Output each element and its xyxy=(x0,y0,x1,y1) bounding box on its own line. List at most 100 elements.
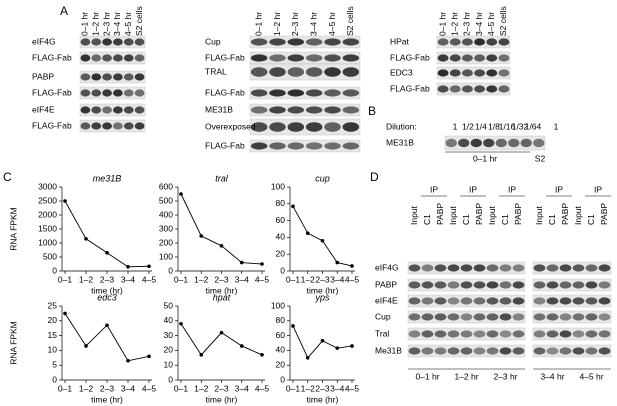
data-line xyxy=(180,193,263,265)
band xyxy=(408,264,421,272)
lane-label: Input xyxy=(573,205,583,225)
time-label: 1–2 hr xyxy=(454,371,478,381)
band xyxy=(408,313,421,321)
band xyxy=(512,347,525,355)
lane-label: 3–4 hr xyxy=(474,12,484,36)
band xyxy=(250,142,268,150)
band xyxy=(408,297,421,305)
row-label: eIF4E xyxy=(32,104,55,114)
band xyxy=(449,54,461,62)
band xyxy=(437,54,449,62)
band xyxy=(449,85,461,93)
data-point xyxy=(219,244,224,248)
data-line xyxy=(64,200,150,268)
band xyxy=(134,38,145,46)
lane-label: Input xyxy=(448,205,458,225)
band xyxy=(324,38,341,46)
band xyxy=(134,122,145,130)
chart-title: cup xyxy=(315,173,330,183)
lane-label: 1–2 hr xyxy=(272,12,282,36)
band xyxy=(408,347,421,355)
band xyxy=(305,122,323,132)
y-tick-label: 5 xyxy=(52,359,57,369)
x-tick-label: 2–3 xyxy=(100,274,114,284)
x-axis-label: time (hr) xyxy=(206,394,238,404)
x-tick-label: 4–5 xyxy=(345,383,359,393)
row-label: FLAG-Fab xyxy=(205,52,245,62)
y-tick-label: 10 xyxy=(164,359,174,369)
data-point xyxy=(320,238,325,243)
band xyxy=(460,264,473,272)
band xyxy=(585,297,598,305)
x-axis-label: time (hr) xyxy=(91,394,123,404)
band xyxy=(421,297,434,305)
y-tick-label: 40 xyxy=(164,315,174,325)
data-point xyxy=(179,321,183,326)
band xyxy=(473,330,486,338)
data-point xyxy=(105,323,109,328)
chart-title: me31B xyxy=(93,173,122,183)
x-tick-label: 2–3 xyxy=(315,274,329,284)
band xyxy=(123,54,134,62)
band xyxy=(449,38,461,46)
data-point xyxy=(320,338,325,343)
band xyxy=(533,264,546,272)
dilution-label: Dilution: xyxy=(386,121,417,131)
band xyxy=(512,281,525,289)
band xyxy=(102,73,112,81)
row-label: Overexposed xyxy=(205,121,256,131)
band xyxy=(434,297,447,305)
data-point xyxy=(305,231,310,235)
group-label: S2 xyxy=(535,153,546,163)
band xyxy=(434,347,447,355)
band xyxy=(123,73,134,81)
y-axis-label: RNA FPKM xyxy=(8,321,18,364)
row-label: Cup xyxy=(205,36,221,46)
y-tick-label: 20 xyxy=(276,359,286,369)
dilution: 1/4 xyxy=(475,121,487,131)
band xyxy=(102,89,112,97)
band xyxy=(123,89,134,97)
lane-label: Input xyxy=(487,205,497,225)
band xyxy=(269,54,286,62)
band xyxy=(437,38,449,46)
band xyxy=(546,281,559,289)
band xyxy=(598,347,611,355)
band xyxy=(449,69,461,77)
band xyxy=(305,89,323,97)
band xyxy=(458,138,470,148)
band xyxy=(585,313,598,321)
band xyxy=(342,89,360,97)
band xyxy=(572,313,585,321)
band xyxy=(473,347,486,355)
data-point xyxy=(291,324,295,328)
band xyxy=(342,106,360,114)
time-label: 0–1 hr xyxy=(415,371,439,381)
x-tick-label: 4–5 xyxy=(255,383,269,393)
y-tick-label: 60 xyxy=(276,330,286,340)
x-tick-label: 0–1 xyxy=(174,383,188,393)
band xyxy=(250,54,268,62)
band xyxy=(461,38,473,46)
band xyxy=(324,67,341,77)
lane-label: 0–1 hr xyxy=(80,12,90,36)
chart-title: tral xyxy=(215,173,229,183)
band xyxy=(486,347,499,355)
band xyxy=(80,89,91,97)
band xyxy=(499,281,512,289)
y-tick-label: 300 xyxy=(159,223,173,233)
data-line xyxy=(292,206,353,267)
row-label: eIF4G xyxy=(375,262,399,272)
band xyxy=(499,330,512,338)
band xyxy=(499,264,512,272)
band xyxy=(305,67,323,77)
panel-label: B xyxy=(368,104,376,118)
band xyxy=(269,106,286,114)
x-axis-label: time (hr) xyxy=(307,285,339,295)
x-tick-label: 1–2 xyxy=(194,274,208,284)
x-tick-label: 2–3 xyxy=(315,383,329,393)
band xyxy=(460,347,473,355)
band xyxy=(324,106,341,114)
lane-label: PABP xyxy=(435,203,445,225)
data-point xyxy=(239,260,244,265)
